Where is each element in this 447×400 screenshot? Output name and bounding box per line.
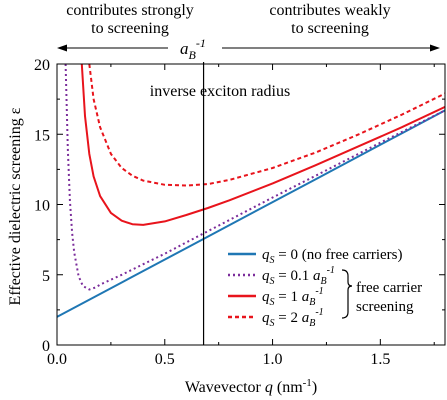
left-region-label: contributes strongly (66, 2, 194, 19)
x-tick-label: 1.5 (370, 351, 390, 368)
ticks-layer: 0.0 0.5 1.0 1.5 0 5 10 15 20 Wavevector q (nm-1) E… (7, 57, 445, 396)
right-arrow-head (430, 44, 440, 52)
x-tick-label: 1.0 (263, 351, 283, 368)
y-tick-label: 10 (34, 198, 50, 215)
y-axis-label: Effective dielectric screening ε (7, 107, 24, 305)
brace-label: screening (356, 299, 414, 315)
y-tick-label: 5 (42, 268, 50, 285)
vline-label: inverse exciton radius (150, 83, 290, 100)
x-tick-label: 0.0 (47, 351, 67, 368)
left-arrow-head (57, 44, 67, 52)
series-line-0 (57, 109, 445, 318)
arrow-label: aB-1 (180, 36, 206, 62)
legend-label-1: qS = 0.1 aB-1 (262, 265, 335, 287)
series-line-3 (88, 64, 445, 187)
brace-label: free carrier (356, 280, 422, 296)
series-line-2 (80, 64, 445, 226)
left-region-label: to screening (91, 20, 169, 37)
free-carrier-brace (341, 269, 353, 319)
right-region-label: to screening (291, 20, 369, 37)
legend: qS = 0 (no free carriers)qS = 0.1 aB-1qS… (228, 247, 422, 329)
x-axis-label: Wavevector q (nm-1) (185, 377, 317, 396)
y-tick-label: 15 (34, 127, 50, 144)
right-region-label: contributes weakly (269, 2, 390, 19)
y-tick-label: 0 (42, 338, 50, 355)
y-tick-label: 20 (34, 57, 50, 74)
x-tick-label: 0.5 (155, 351, 175, 368)
series-layer (57, 64, 445, 318)
legend-label-3: qS = 2 aB-1 (262, 307, 324, 329)
legend-label-2: qS = 1 aB-1 (262, 286, 324, 308)
legend-label-0: qS = 0 (no free carriers) (262, 247, 402, 266)
